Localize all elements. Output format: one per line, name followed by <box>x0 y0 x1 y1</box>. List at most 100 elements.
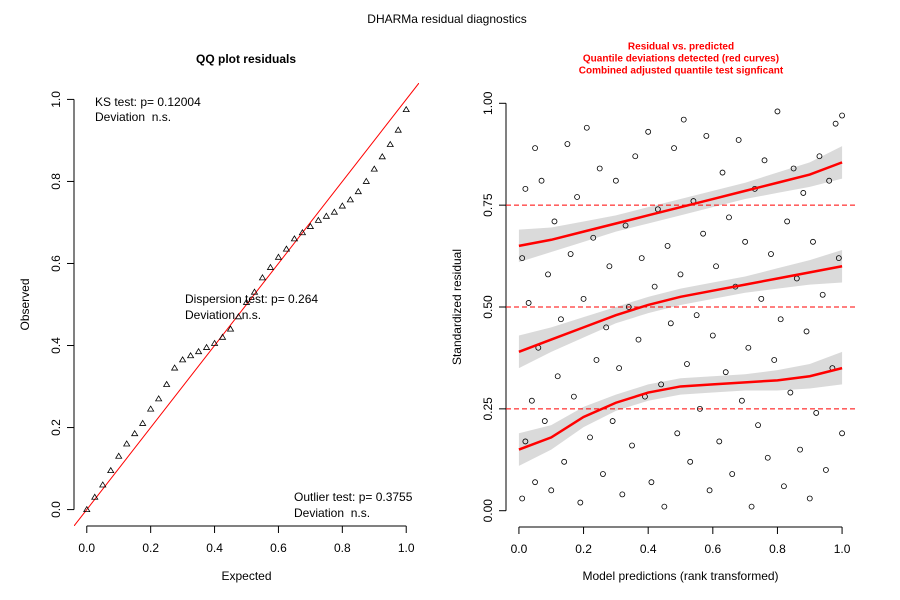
residual-point <box>674 430 681 437</box>
residual-point <box>661 503 668 510</box>
y-axis-label: Observed <box>18 278 32 330</box>
residual-point <box>561 458 568 465</box>
x-axis-label: Model predictions (rank transformed) <box>582 569 778 583</box>
y-tick-label: 1.00 <box>481 91 495 115</box>
residual-point <box>619 491 626 498</box>
confidence-band <box>518 146 843 263</box>
residual-point <box>522 438 529 445</box>
residual-point <box>519 255 526 262</box>
qq-point <box>170 364 179 371</box>
residual-point <box>738 397 745 404</box>
residual-point <box>797 446 803 453</box>
chart-subtitle: Residual vs. predicted <box>628 42 734 53</box>
x-tick-label: 0.6 <box>704 542 721 556</box>
test-annotation: Deviation n.s. <box>185 308 261 322</box>
residual-point <box>548 487 555 494</box>
qq-point <box>154 395 163 402</box>
residual-point <box>726 214 732 221</box>
residual-point <box>629 442 635 449</box>
qq-point <box>274 253 283 260</box>
qq-point <box>386 140 394 147</box>
residual-point <box>580 295 587 302</box>
residual-point <box>570 393 577 400</box>
qq-point <box>115 452 123 459</box>
residual-point <box>522 185 529 192</box>
residual-point <box>564 141 571 147</box>
residual-point <box>735 137 742 143</box>
figure-title: DHARMa residual diagnostics <box>367 12 526 26</box>
qq-point <box>107 466 115 474</box>
x-tick-label: 0.6 <box>270 541 287 555</box>
qq-point <box>282 245 291 252</box>
qq-point <box>290 235 299 242</box>
residual-point <box>800 190 807 196</box>
residual-point <box>622 222 629 229</box>
x-tick-label: 1.0 <box>398 541 415 555</box>
residual-point <box>781 483 787 490</box>
residual-point <box>596 165 603 172</box>
qq-point <box>362 177 370 184</box>
qq-point <box>210 339 219 346</box>
residual-point <box>677 271 684 278</box>
residual-point <box>574 194 580 200</box>
qq-point <box>322 212 331 219</box>
residual-point <box>722 369 729 376</box>
confidence-band <box>518 249 843 369</box>
y-tick-label: 0.6 <box>49 255 63 272</box>
chart-subtitle: Quantile deviations detected (red curves… <box>583 54 779 65</box>
x-tick-label: 1.0 <box>834 542 851 556</box>
residual-point <box>823 467 829 473</box>
residual-point <box>532 145 538 152</box>
qq-point <box>370 165 378 172</box>
qq-point <box>130 429 139 437</box>
residual-point <box>625 304 632 310</box>
residual-point <box>645 128 652 135</box>
residual-point <box>538 177 545 184</box>
qq-point <box>314 216 323 223</box>
residual-point <box>658 381 665 388</box>
qq-point <box>162 380 171 387</box>
x-tick-label: 0.4 <box>206 541 223 555</box>
residual-point <box>758 295 765 302</box>
residual-point <box>519 495 526 502</box>
residual-point <box>693 312 700 319</box>
x-tick-label: 0.4 <box>640 542 657 556</box>
qq-point <box>242 298 251 305</box>
test-annotation: Deviation n.s. <box>294 506 370 520</box>
residual-point <box>703 132 710 139</box>
y-tick-label: 0.4 <box>49 337 63 354</box>
residual-point <box>612 177 619 184</box>
quantile-curve <box>518 161 843 248</box>
residual-point <box>609 418 616 424</box>
x-tick-label: 0.2 <box>575 542 592 556</box>
qq-point <box>146 405 155 412</box>
residual-point <box>554 373 561 380</box>
residual-point <box>593 357 600 363</box>
residual-point <box>671 145 677 152</box>
residual-point <box>784 218 791 225</box>
y-tick-label: 0.25 <box>481 397 495 421</box>
residual-point <box>603 324 610 331</box>
y-tick-label: 1.0 <box>49 91 63 108</box>
residual-point <box>638 255 645 262</box>
residual-point <box>684 361 690 367</box>
residual-point <box>771 357 778 363</box>
qq-point <box>402 105 410 113</box>
residual-point <box>768 251 774 257</box>
x-tick-label: 0.0 <box>511 542 528 556</box>
residual-point <box>700 230 707 237</box>
residual-point <box>761 157 768 164</box>
residual-point <box>696 405 703 412</box>
qq-point <box>226 325 235 332</box>
residual-point <box>577 499 584 506</box>
residual-point <box>713 263 719 270</box>
qq-point <box>123 440 131 447</box>
residual-point <box>764 454 771 461</box>
residual-point <box>632 153 639 160</box>
residual-point <box>832 120 839 127</box>
residual-point <box>813 410 820 416</box>
qq-point <box>306 222 315 229</box>
residual-point <box>664 242 671 249</box>
chart-subtitle: Combined adjusted quantile test signfica… <box>579 66 784 77</box>
qq-point <box>218 333 227 340</box>
